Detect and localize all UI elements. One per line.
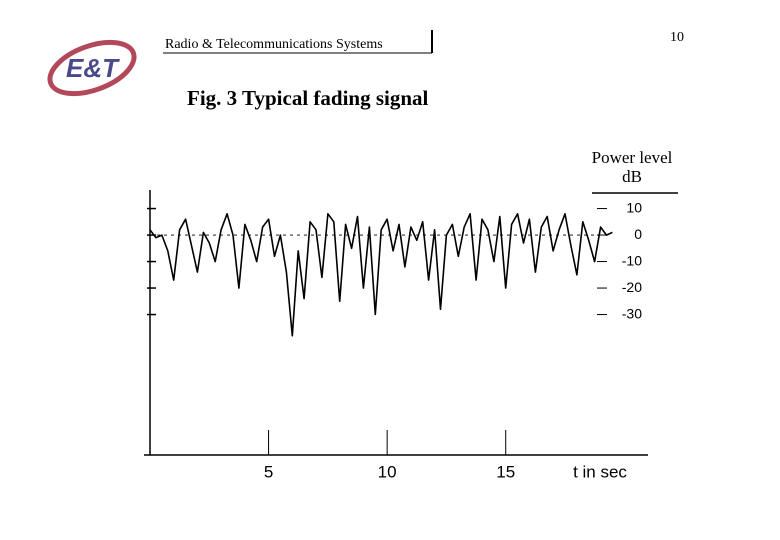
- header-title: Radio & Telecommunications Systems: [165, 37, 383, 52]
- logo: E&T: [66, 53, 120, 83]
- y-tick-label: -20: [622, 279, 642, 295]
- figure-title: Fig. 3 Typical fading signal: [187, 86, 429, 110]
- page-number: 10: [670, 30, 684, 45]
- x-tick-label: 10: [378, 462, 397, 481]
- y-axis-unit: dB: [622, 167, 642, 186]
- y-tick-label: 10: [626, 199, 642, 215]
- logo-swoosh: [47, 39, 137, 97]
- y-tick-label: -30: [622, 305, 642, 321]
- y-tick-label: 0: [634, 226, 642, 242]
- y-axis-label: Power level: [592, 148, 673, 167]
- x-tick-label: 5: [264, 462, 273, 481]
- x-axis-label: t in sec: [573, 462, 627, 481]
- x-tick-label: 15: [496, 462, 515, 481]
- signal-line: [149, 213, 613, 337]
- y-tick-label: -10: [622, 252, 642, 268]
